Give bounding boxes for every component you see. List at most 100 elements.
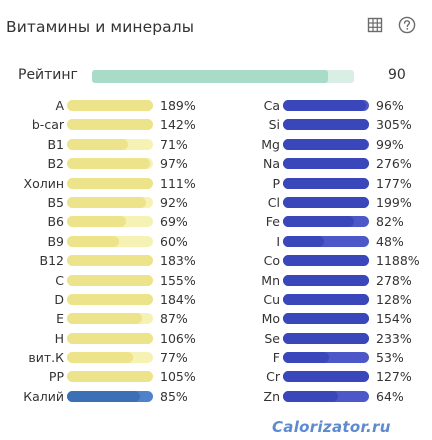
mineral-bar-fill: [283, 371, 369, 383]
mineral-percent: 127%: [376, 369, 412, 385]
mineral-bar-fill: [283, 177, 369, 189]
mineral-label: Mn: [261, 272, 280, 288]
mineral-bar-fill: [283, 274, 369, 286]
vitamin-bar-fill: [67, 196, 147, 208]
mineral-label: Fe: [265, 214, 280, 230]
vitamin-bar: [66, 118, 154, 132]
mineral-bar-fill: [283, 332, 369, 344]
vitamin-row: A 189%: [0, 96, 216, 115]
mineral-bar: [282, 370, 370, 384]
mineral-bar: [282, 312, 370, 326]
vitamin-label: Калий: [23, 388, 64, 404]
mineral-bar: [282, 331, 370, 345]
vitamin-bar: [66, 351, 154, 365]
vitamin-row: B5 92%: [0, 193, 216, 212]
vitamins-column: A 189% b-car 142% B1 71% B2 97% Холин 111% B5 92% B6…: [0, 96, 216, 406]
table-grid-icon[interactable]: [364, 14, 386, 36]
mineral-label: Se: [264, 330, 280, 346]
vitamin-bar-fill: [67, 100, 153, 111]
mineral-bar: [282, 351, 370, 365]
vitamin-row: H 106%: [0, 329, 216, 348]
mineral-row: Si 305%: [216, 115, 432, 134]
vitamin-percent: 142%: [160, 117, 196, 133]
vitamin-label: A: [55, 98, 64, 113]
vitamin-bar-fill: [67, 216, 127, 228]
mineral-row: Cl 199%: [216, 193, 432, 212]
vitamin-bar-fill: [67, 390, 141, 402]
vitamin-row: D 184%: [0, 290, 216, 309]
rating-bar: [92, 70, 354, 83]
vitamin-bar: [66, 370, 154, 384]
mineral-row: Ca 96%: [216, 96, 432, 115]
mineral-row: Se 233%: [216, 329, 432, 348]
vitamin-row: C 155%: [0, 271, 216, 290]
vitamin-row: PP 105%: [0, 367, 216, 386]
vitamin-bar: [66, 254, 154, 268]
vitamin-bar-fill: [67, 274, 153, 286]
mineral-row: Zn 64%: [216, 387, 432, 406]
vitamin-row: B6 69%: [0, 212, 216, 231]
vitamin-percent: 85%: [160, 388, 188, 404]
vitamin-percent: 189%: [160, 98, 196, 113]
mineral-bar-fill: [283, 138, 369, 150]
mineral-percent: 1188%: [376, 253, 420, 269]
vitamin-label: вит.К: [28, 350, 64, 366]
mineral-row: Cr 127%: [216, 367, 432, 386]
mineral-row: Fe 82%: [216, 212, 432, 231]
mineral-label: Cr: [266, 369, 280, 385]
mineral-bar: [282, 176, 370, 190]
mineral-row: Mg 99%: [216, 135, 432, 154]
mineral-row: Co 1188%: [216, 251, 432, 270]
vitamin-row: E 87%: [0, 309, 216, 328]
vitamin-bar: [66, 312, 154, 326]
mineral-row: Mn 278%: [216, 271, 432, 290]
mineral-percent: 48%: [376, 233, 404, 249]
vitamin-label: Холин: [23, 175, 65, 191]
mineral-label: F: [272, 350, 280, 366]
vitamin-bar-fill: [67, 235, 119, 247]
vitamin-label: b-car: [31, 117, 64, 133]
rating-row: Рейтинг 90: [6, 64, 426, 88]
mineral-row: Mo 154%: [216, 309, 432, 328]
mineral-bar: [282, 137, 370, 151]
vitamin-percent: 69%: [160, 214, 188, 230]
mineral-bar: [282, 157, 370, 171]
question-circle-icon[interactable]: [396, 14, 418, 36]
vitamin-label: B6: [47, 214, 64, 230]
rating-bar-fill: [92, 70, 328, 83]
vitamin-bar-fill: [67, 313, 142, 325]
mineral-percent: 177%: [376, 175, 412, 191]
vitamin-label: PP: [48, 369, 64, 385]
mineral-bar: [282, 254, 370, 268]
vitamin-bar: [66, 292, 154, 306]
vitamin-percent: 77%: [160, 350, 188, 366]
mineral-label: Cu: [263, 291, 280, 307]
mineral-row: Cu 128%: [216, 290, 432, 309]
mineral-row: Na 276%: [216, 154, 432, 173]
vitamin-percent: 184%: [160, 291, 196, 307]
mineral-row: F 53%: [216, 348, 432, 367]
vitamin-percent: 71%: [160, 136, 188, 152]
vitamin-bar-fill: [67, 177, 153, 189]
mineral-bar: [282, 292, 370, 306]
vitamin-label: B2: [47, 156, 64, 172]
mineral-bar-fill: [283, 255, 369, 267]
vitamin-percent: 87%: [160, 311, 188, 327]
mineral-row: P 177%: [216, 174, 432, 193]
vitamin-percent: 111%: [160, 175, 196, 191]
vitamin-bar-fill: [67, 352, 134, 364]
vitamin-percent: 92%: [160, 194, 188, 210]
vitamin-label: B5: [47, 194, 64, 210]
vitamin-row: Холин 111%: [0, 174, 216, 193]
mineral-label: Zn: [263, 388, 281, 404]
mineral-percent: 305%: [376, 117, 412, 133]
vitamin-label: H: [54, 330, 64, 346]
vitamin-bar: [66, 99, 154, 112]
mineral-label: Ca: [263, 98, 280, 113]
mineral-bar: [282, 273, 370, 287]
vitamin-percent: 106%: [160, 330, 196, 346]
mineral-bar: [282, 118, 370, 132]
mineral-bar-fill: [283, 352, 329, 364]
mineral-percent: 128%: [376, 291, 412, 307]
mineral-label: Mo: [261, 311, 280, 327]
